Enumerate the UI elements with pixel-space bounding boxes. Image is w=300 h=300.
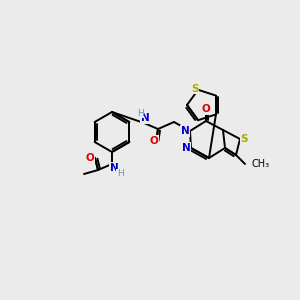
Text: CH₃: CH₃: [252, 159, 270, 169]
Text: O: O: [150, 136, 158, 146]
Text: N: N: [110, 163, 118, 173]
Text: N: N: [141, 113, 149, 123]
Text: N: N: [181, 126, 189, 136]
Text: N: N: [182, 143, 190, 153]
Text: S: S: [191, 84, 199, 94]
Text: O: O: [85, 153, 94, 163]
Text: O: O: [202, 104, 210, 114]
Text: H: H: [117, 169, 123, 178]
Text: H: H: [136, 109, 143, 118]
Text: S: S: [240, 134, 248, 144]
